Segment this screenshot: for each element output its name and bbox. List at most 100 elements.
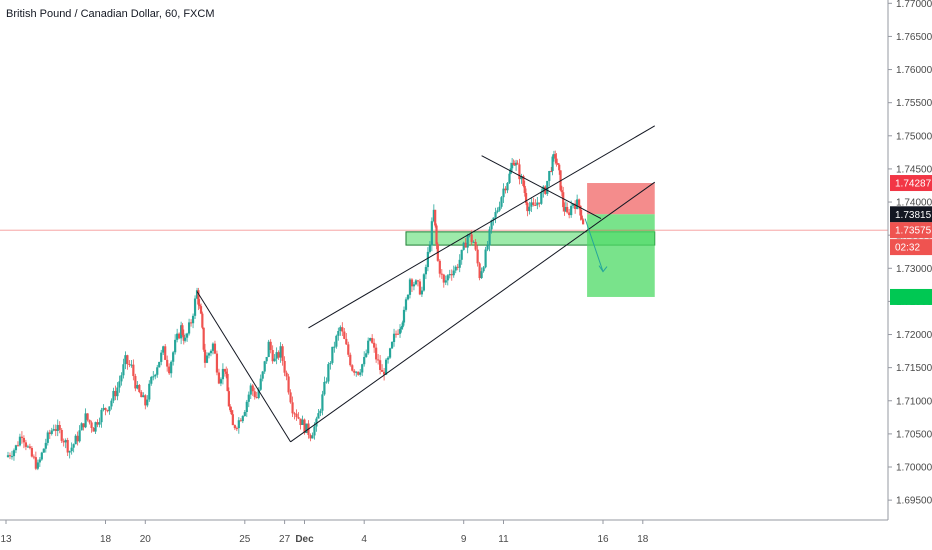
candle-body — [390, 341, 394, 349]
price-label: 1.72567 — [890, 288, 932, 305]
candle-body — [408, 279, 412, 295]
candle-body — [551, 156, 554, 172]
candle-body — [198, 304, 201, 307]
candle-body — [504, 188, 507, 191]
candle-body — [470, 234, 473, 243]
candle-body — [164, 346, 167, 360]
candle-body — [76, 435, 79, 442]
candle-body — [273, 358, 276, 362]
candle-body — [124, 355, 127, 365]
candle-body — [538, 202, 541, 204]
candle-body — [305, 423, 308, 434]
candle-body — [460, 249, 463, 260]
price-label-text: 1.73575 — [895, 226, 932, 237]
candle-body — [233, 425, 236, 429]
time-tick-label: 25 — [239, 534, 251, 545]
price-label: 1.74287 — [890, 175, 932, 192]
candle-body — [492, 217, 495, 221]
candle-body — [54, 429, 57, 431]
candle-body — [560, 190, 563, 193]
candle-body — [548, 170, 551, 181]
projection-arrow — [584, 218, 604, 272]
candle-body — [185, 333, 189, 338]
candle-body — [512, 162, 515, 165]
candle-body — [554, 154, 557, 159]
candle-body — [18, 436, 22, 446]
candle-body — [181, 325, 184, 335]
price-tick-label: 1.74500 — [896, 164, 932, 175]
candle-body — [329, 362, 332, 365]
price-tick-label: 1.76000 — [896, 65, 932, 76]
candle-body — [406, 294, 410, 300]
candle-body — [78, 430, 81, 442]
candle-body — [202, 327, 205, 350]
candle-body — [24, 442, 27, 447]
projection-arrow-head — [598, 265, 608, 273]
candle-body — [239, 420, 242, 422]
candle-body — [189, 322, 193, 324]
candle-body — [337, 330, 340, 336]
candle-body — [582, 219, 585, 225]
candle-body — [92, 427, 95, 432]
candle-body — [426, 251, 429, 268]
candle-body — [361, 364, 364, 373]
candle-body — [154, 374, 157, 377]
candle-body — [474, 241, 477, 250]
candle-body — [136, 384, 139, 389]
candle-body — [394, 333, 398, 335]
candle-body — [174, 339, 177, 353]
candle-body — [255, 397, 258, 399]
candle-body — [82, 423, 85, 428]
candle-body — [80, 423, 83, 431]
candle-body — [486, 245, 489, 250]
candle-body — [349, 354, 352, 366]
candle-body — [311, 435, 314, 439]
candle-body — [515, 162, 518, 166]
candle-body — [98, 422, 101, 425]
candle-body — [199, 306, 203, 314]
candle-body — [267, 341, 270, 357]
candle-body — [303, 419, 306, 434]
candle-body — [375, 347, 378, 360]
candle-body — [130, 364, 133, 366]
candle-body — [22, 437, 26, 443]
target-zone — [587, 214, 655, 297]
candle-body — [452, 270, 455, 276]
price-label-box — [890, 175, 932, 192]
candle-body — [580, 215, 583, 220]
candle-body — [401, 322, 404, 328]
candle-body — [323, 381, 326, 395]
candle-body — [86, 413, 89, 420]
candle-body — [442, 274, 445, 283]
candle-body — [500, 197, 503, 207]
price-label-text: 1.73815 — [895, 210, 932, 221]
time-tick-label: 20 — [140, 534, 152, 545]
candle-body — [508, 173, 511, 183]
candle-body — [462, 242, 465, 250]
candle-body — [227, 391, 230, 407]
candle-body — [498, 206, 501, 211]
candle-body — [180, 325, 183, 339]
candle-body — [392, 333, 396, 342]
stop-zone — [587, 183, 655, 215]
candle-body — [297, 417, 300, 419]
candle-body — [271, 350, 274, 362]
candle-body — [249, 385, 252, 395]
candle-body — [550, 170, 553, 172]
candle-body — [516, 162, 519, 165]
candle-body — [412, 284, 416, 287]
candle-body — [197, 290, 200, 305]
price-tick-label: 1.71500 — [896, 363, 932, 374]
time-tick-label: Dec — [295, 534, 314, 545]
candle-body — [14, 445, 18, 451]
candle-body — [333, 346, 336, 348]
candle-body — [444, 280, 447, 283]
candle-body — [211, 343, 215, 351]
candle-body — [313, 426, 316, 436]
candle-body — [152, 376, 155, 378]
price-label-box — [890, 239, 932, 256]
candle-body — [341, 327, 344, 332]
candle-body — [230, 410, 233, 415]
candle-body — [319, 410, 322, 414]
